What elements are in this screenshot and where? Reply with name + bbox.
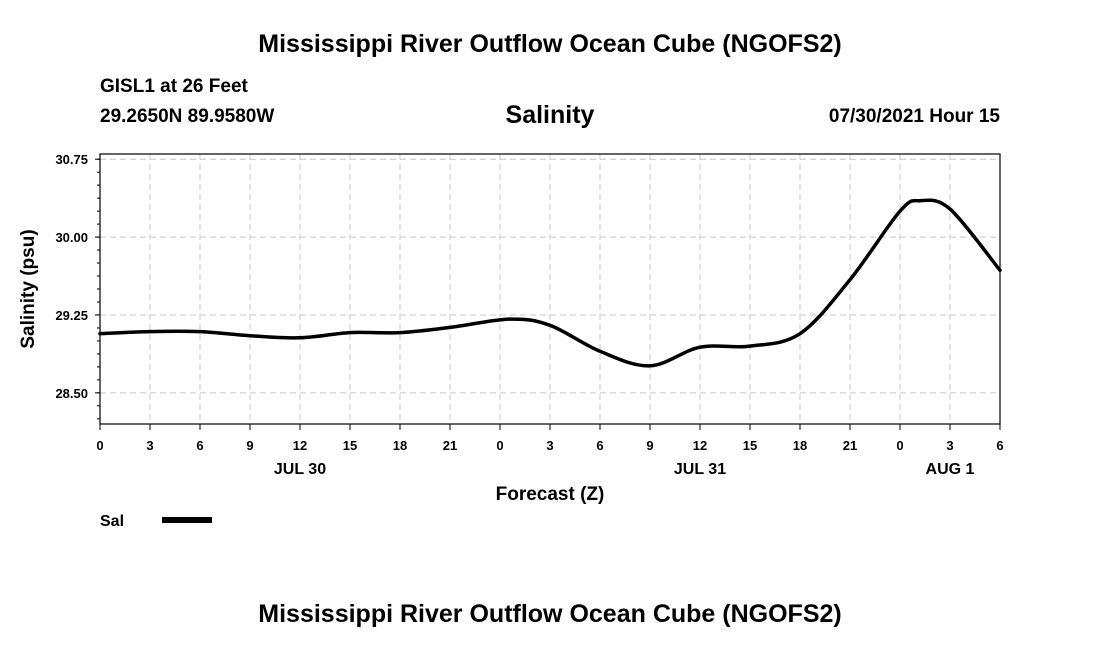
x-tick-label: 0 xyxy=(496,438,503,453)
x-tick-label: 15 xyxy=(743,438,757,453)
x-tick-label: 3 xyxy=(146,438,153,453)
legend-label-sal: Sal xyxy=(100,513,124,530)
x-tick-label: 6 xyxy=(596,438,603,453)
x-tick-label: 18 xyxy=(793,438,807,453)
x-tick-label: 21 xyxy=(843,438,857,453)
axis-ticks xyxy=(95,158,1001,430)
y-tick-label: 29.25 xyxy=(55,308,88,323)
axis-tick-labels: 28.50 29.25 30.00 30.75 0 3 6 9 12 15 18 21 0 3 6 9 12 15… xyxy=(55,152,1003,478)
y-tick-label: 30.00 xyxy=(55,230,88,245)
footer-title: Mississippi River Outflow Ocean Cube (NG… xyxy=(258,600,842,628)
x-day-label: AUG 1 xyxy=(926,461,975,478)
main-title: Mississippi River Outflow Ocean Cube (NG… xyxy=(258,30,842,58)
x-day-label: JUL 31 xyxy=(674,461,726,478)
y-axis-title: Salinity (psu) xyxy=(18,229,39,348)
x-tick-label: 12 xyxy=(693,438,707,453)
x-axis-title: Forecast (Z) xyxy=(496,484,605,505)
x-tick-label: 9 xyxy=(246,438,253,453)
x-tick-label: 21 xyxy=(443,438,457,453)
grid xyxy=(100,154,1000,424)
series-line-sal xyxy=(98,198,1002,368)
station-label: GISL1 at 26 Feet xyxy=(100,76,248,97)
x-tick-label: 18 xyxy=(393,438,407,453)
x-tick-label: 6 xyxy=(196,438,203,453)
x-tick-label: 9 xyxy=(646,438,653,453)
x-tick-label: 6 xyxy=(996,438,1003,453)
coordinates-label: 29.2650N 89.9580W xyxy=(100,106,275,127)
x-tick-label: 15 xyxy=(343,438,357,453)
x-day-label: JUL 30 xyxy=(274,461,326,478)
x-tick-label: 0 xyxy=(896,438,903,453)
y-tick-label: 28.50 xyxy=(55,386,88,401)
plot-frame xyxy=(99,153,1001,425)
datetime-label: 07/30/2021 Hour 15 xyxy=(828,106,1000,127)
x-tick-label: 12 xyxy=(293,438,307,453)
chart-title: Salinity xyxy=(505,101,595,129)
x-tick-label: 3 xyxy=(946,438,953,453)
x-tick-label: 3 xyxy=(546,438,553,453)
x-tick-label: 0 xyxy=(96,438,103,453)
y-tick-label: 30.75 xyxy=(55,152,88,167)
